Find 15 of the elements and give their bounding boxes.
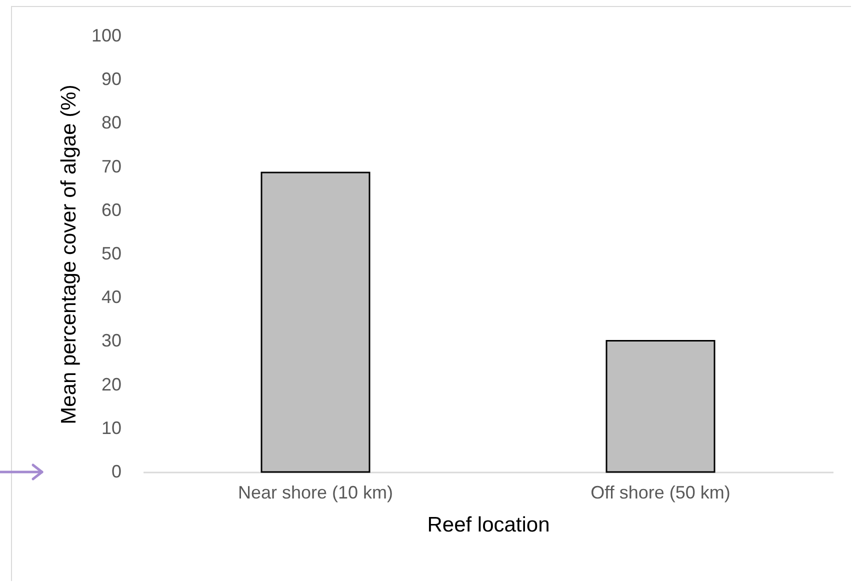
y-tick-label: 80 xyxy=(101,112,122,133)
y-tick-label: 0 xyxy=(111,462,122,482)
y-tick-label: 70 xyxy=(101,156,122,176)
y-tick-label: 30 xyxy=(101,330,122,351)
y-tick-label: 60 xyxy=(101,200,122,220)
y-tick-label: 40 xyxy=(101,287,122,308)
x-tick-label: Off shore (50 km) xyxy=(590,482,730,502)
x-tick-label: Near shore (10 km) xyxy=(238,482,394,502)
y-tick-label: 20 xyxy=(101,374,122,394)
y-tick-label: 50 xyxy=(101,244,122,264)
x-axis-title: Reef location xyxy=(427,514,550,536)
y-axis-title: Mean percentage cover of algae (%) xyxy=(57,84,80,424)
y-tick-label: 100 xyxy=(91,26,122,46)
y-tick-label: 90 xyxy=(101,69,122,90)
y-tick-label: 10 xyxy=(101,418,122,438)
